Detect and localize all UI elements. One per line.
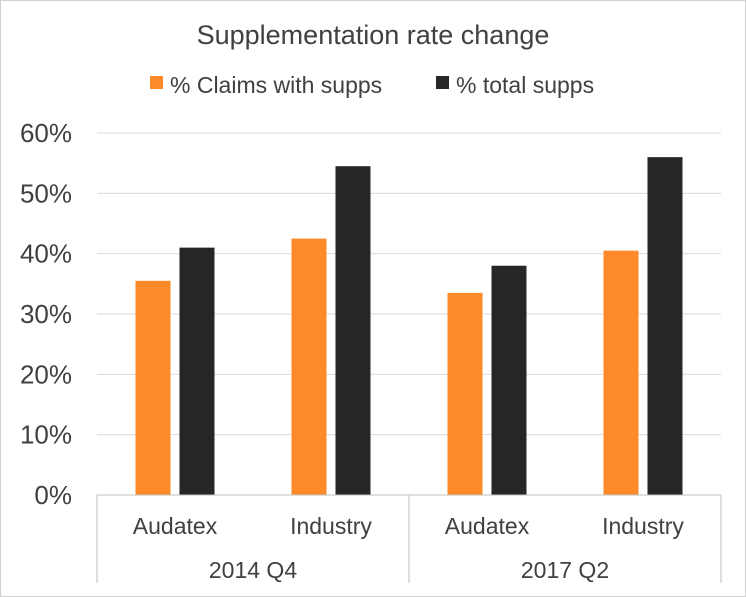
bar-total (335, 166, 371, 495)
y-tick-label: 60% (20, 118, 72, 148)
legend-label-total: % total supps (456, 72, 594, 98)
bar-claims (447, 292, 483, 495)
x-category-label: Industry (290, 513, 372, 539)
legend-swatch-total (436, 76, 449, 89)
x-group-label: 2017 Q2 (521, 557, 609, 583)
chart-title: Supplementation rate change (197, 20, 550, 50)
x-category-label: Audatex (133, 513, 218, 539)
y-tick-label: 10% (20, 420, 72, 450)
legend-swatch-claims (150, 76, 163, 89)
bar-total (491, 265, 527, 495)
legend: % Claims with supps % total supps (150, 72, 594, 98)
bar-claims (135, 280, 171, 495)
x-group-label: 2014 Q4 (209, 557, 297, 583)
y-tick-label: 20% (20, 359, 72, 389)
y-tick-label: 40% (20, 239, 72, 269)
y-tick-label: 0% (34, 480, 72, 510)
bar-total (179, 247, 215, 495)
bars (135, 157, 683, 496)
x-category-label: Industry (602, 513, 684, 539)
bar-total (647, 157, 683, 495)
x-axis: Audatex Industry 2014 Q4 Audatex Industry 201… (96, 494, 722, 583)
legend-label-claims: % Claims with supps (170, 72, 382, 98)
y-axis-ticks: 0% 10% 20% 30% 40% 50% 60% (20, 118, 72, 510)
x-category-label: Audatex (445, 513, 530, 539)
bar-claims (291, 238, 327, 496)
bar-claims (603, 250, 639, 495)
y-tick-label: 50% (20, 178, 72, 208)
y-tick-label: 30% (20, 299, 72, 329)
